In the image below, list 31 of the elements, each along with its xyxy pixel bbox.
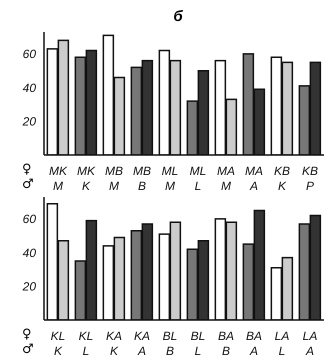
- x-tick-label: BA A: [246, 329, 262, 358]
- x-tick-label: LA A: [302, 329, 318, 358]
- x-tick-label: KB P: [302, 164, 318, 193]
- text: ♂: [22, 342, 34, 357]
- x-tick-label: MK K: [77, 164, 96, 193]
- x-tick-label: KA A: [134, 329, 150, 358]
- x-tick-label: MA A: [245, 164, 263, 193]
- x-tick-label: KA K: [106, 329, 122, 358]
- y-tick-label: 20: [22, 114, 36, 129]
- x-tick-label: ML L: [190, 164, 206, 193]
- y-tick-label: 40: [22, 246, 36, 260]
- x-tick-label: BA B: [218, 329, 234, 358]
- x-tick-label: MB M: [105, 164, 123, 193]
- x-tick-label: ML M: [162, 164, 178, 193]
- y-tick-label: 60: [22, 47, 36, 62]
- text: ♀: [22, 162, 32, 177]
- y-tick-label: 40: [22, 80, 36, 95]
- x-tick-label: KL L: [78, 329, 94, 358]
- x-tick-label: LA L: [274, 329, 290, 358]
- x-tick-label: BL B: [162, 329, 178, 358]
- x-tick-label: MA M: [217, 164, 235, 193]
- text: ♂: [22, 177, 34, 192]
- x-tick-label: MB B: [133, 164, 151, 193]
- chart-title: б: [172, 8, 184, 26]
- x-tick-label: KB K: [274, 164, 290, 193]
- text: ♀: [22, 327, 32, 342]
- y-tick-label: 20: [22, 280, 36, 294]
- x-tick-label: MK M: [49, 164, 68, 193]
- x-tick-label: BL L: [190, 329, 206, 358]
- x-tick-label: KL K: [50, 329, 66, 358]
- y-tick-label: 60: [22, 212, 36, 226]
